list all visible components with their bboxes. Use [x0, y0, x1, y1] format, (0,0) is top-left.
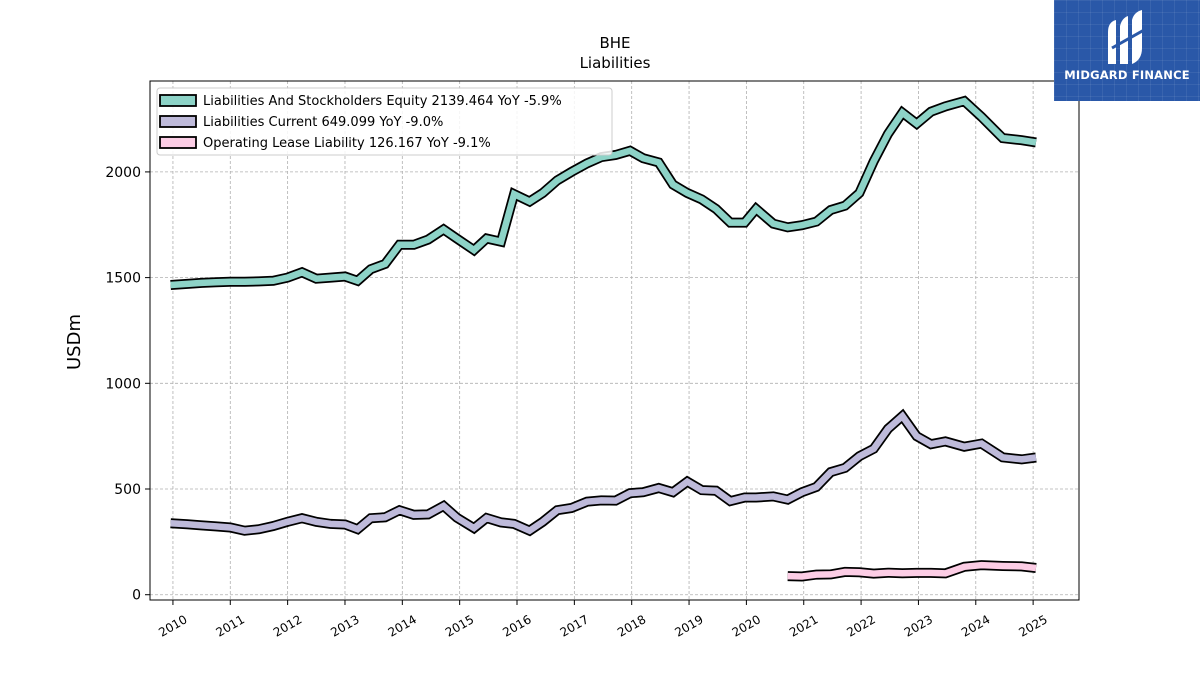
series-lines — [170, 95, 1037, 582]
y-axis-label: USDm — [64, 314, 85, 370]
x-tick-label: 2019 — [672, 612, 705, 639]
x-tick-label: 2010 — [156, 612, 189, 639]
x-tick-label: 2022 — [844, 612, 877, 639]
legend-entry: Liabilities And Stockholders Equity 2139… — [203, 94, 562, 109]
series-1 — [170, 408, 1037, 537]
plot-frame — [149, 80, 1080, 601]
x-tick-label: 2024 — [959, 612, 992, 639]
x-tick-label: 2018 — [615, 612, 648, 639]
legend-swatch — [159, 136, 197, 149]
x-tick-label: 2016 — [500, 612, 533, 639]
y-tick-label: 0 — [132, 588, 141, 604]
legend-swatch — [159, 94, 197, 107]
legend-box — [156, 87, 613, 156]
series-2 — [787, 560, 1037, 582]
y-tick-label: 500 — [114, 482, 141, 498]
chart-subtitle: Liabilities — [580, 54, 651, 72]
series-line-outline — [170, 408, 1037, 537]
series-line — [170, 411, 1037, 535]
legend-swatch — [159, 115, 197, 128]
series-line — [787, 561, 1037, 580]
legend: Liabilities And Stockholders Equity 2139… — [156, 87, 613, 156]
legend-entry: Operating Lease Liability 126.167 YoY -9… — [203, 136, 491, 151]
x-tick-label: 2023 — [902, 612, 935, 639]
chart-title: BHE — [599, 34, 630, 52]
y-tick-label: 1500 — [105, 271, 141, 287]
y-tick-label: 1000 — [105, 376, 141, 392]
x-tick-label: 2017 — [558, 612, 591, 639]
x-tick-label: 2021 — [787, 612, 820, 639]
midgard-finance-logo: MIDGARD FINANCE — [1054, 0, 1200, 101]
series-0 — [170, 95, 1037, 290]
x-tick-label: 2013 — [328, 612, 361, 639]
x-tick-label: 2011 — [214, 612, 247, 639]
x-tick-label: 2020 — [730, 612, 763, 639]
y-tick-label: 2000 — [105, 165, 141, 181]
legend-entry: Liabilities Current 649.099 YoY -9.0% — [203, 115, 443, 130]
x-tick-label: 2025 — [1016, 612, 1049, 639]
midgard-m-logo-icon — [1108, 10, 1145, 64]
grid-lines — [150, 81, 1079, 600]
x-tick-label: 2014 — [386, 612, 419, 639]
x-tick-label: 2015 — [443, 612, 476, 639]
logo-text: MIDGARD FINANCE — [1064, 68, 1190, 82]
series-line — [170, 97, 1037, 289]
x-tick-label: 2012 — [271, 612, 304, 639]
